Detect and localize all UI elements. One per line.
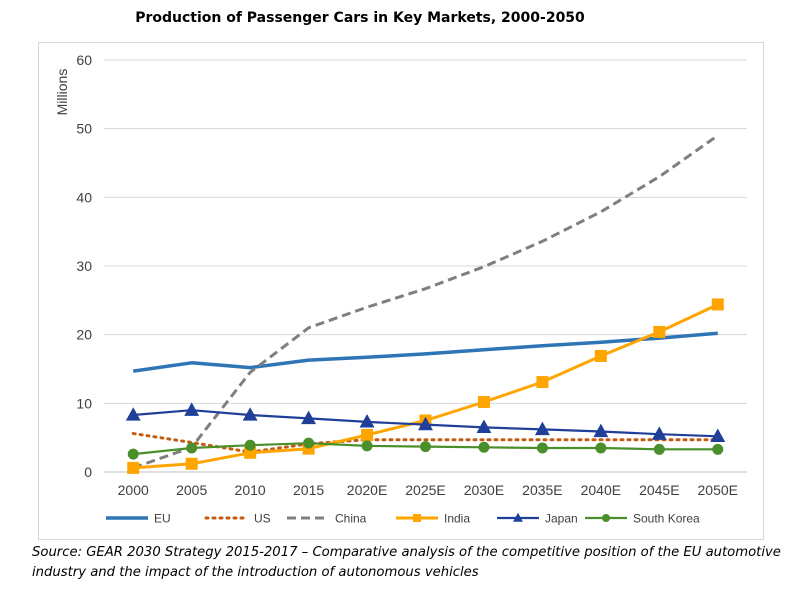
y-tick-label: 60 xyxy=(76,52,92,68)
x-tick-label: 2035E xyxy=(522,482,562,498)
legend-label-india: India xyxy=(444,512,470,526)
data-point-japan xyxy=(593,423,609,438)
data-point-japan xyxy=(359,414,375,428)
data-point-india xyxy=(711,298,724,311)
data-point-japan xyxy=(242,407,258,421)
y-tick-label: 30 xyxy=(76,258,92,274)
data-point-south-korea xyxy=(536,442,548,454)
data-point-south-korea xyxy=(361,440,373,452)
data-point-south-korea xyxy=(595,442,607,454)
legend-label-south-korea: South Korea xyxy=(633,512,700,526)
data-point-japan xyxy=(301,410,317,425)
x-tick-label: 2050E xyxy=(698,482,738,498)
legend-label-japan: Japan xyxy=(545,512,578,526)
data-point-south-korea xyxy=(653,443,665,455)
data-point-japan xyxy=(651,426,667,440)
y-tick-label: 50 xyxy=(76,121,92,137)
data-point-south-korea xyxy=(127,448,139,460)
data-point-south-korea xyxy=(244,439,256,451)
legend-label-us: US xyxy=(254,512,271,526)
chart-frame xyxy=(38,42,764,540)
x-tick-label: 2040E xyxy=(581,482,621,498)
y-axis-label: Millions xyxy=(54,69,70,116)
data-point-south-korea xyxy=(712,443,724,455)
data-point-india xyxy=(185,457,198,470)
data-point-india xyxy=(653,325,666,338)
data-point-india xyxy=(244,446,257,459)
x-tick-label: 2005 xyxy=(176,482,207,498)
data-point-india xyxy=(477,395,490,408)
y-tick-label: 0 xyxy=(84,464,92,480)
data-point-japan xyxy=(476,419,492,434)
data-point-japan xyxy=(184,402,200,416)
series-line-eu xyxy=(132,331,718,373)
legend-label-eu: EU xyxy=(154,512,171,526)
data-point-japan xyxy=(710,428,726,442)
y-tick-label: 10 xyxy=(76,395,92,411)
legend-marker-india xyxy=(413,514,421,522)
data-point-south-korea xyxy=(478,441,490,453)
x-tick-label: 2010 xyxy=(235,482,266,498)
x-tick-label: 2030E xyxy=(464,482,504,498)
y-tick-label: 40 xyxy=(76,189,92,205)
legend-marker-japan xyxy=(513,512,523,522)
x-tick-label: 2045E xyxy=(639,482,679,498)
legend-label-china: China xyxy=(335,512,367,526)
data-point-south-korea xyxy=(303,437,315,449)
chart-title: Production of Passenger Cars in Key Mark… xyxy=(135,10,585,26)
x-tick-label: 2025E xyxy=(405,482,445,498)
series-line-us xyxy=(131,432,720,454)
x-tick-label: 2000 xyxy=(118,482,149,498)
data-point-south-korea xyxy=(186,442,198,454)
data-point-japan xyxy=(534,421,550,436)
data-point-south-korea xyxy=(420,441,431,453)
y-tick-label: 20 xyxy=(76,327,92,343)
series-line-china xyxy=(132,134,719,470)
x-tick-label: 2015 xyxy=(293,482,324,498)
data-point-india xyxy=(536,376,549,389)
data-point-india xyxy=(594,349,607,362)
data-point-india xyxy=(127,461,140,474)
data-point-india xyxy=(361,428,374,441)
legend-marker-south-korea xyxy=(602,514,610,522)
data-point-japan xyxy=(125,407,141,421)
data-point-japan xyxy=(418,416,433,431)
x-tick-label: 2020E xyxy=(347,482,387,498)
source-caption: Source: GEAR 2030 Strategy 2015-2017 – C… xyxy=(32,545,781,580)
